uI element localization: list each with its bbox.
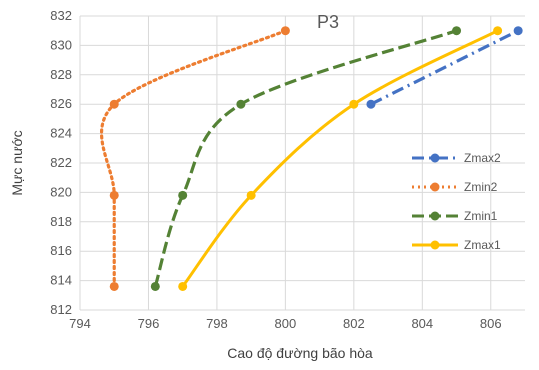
- legend-marker-zmin2: [430, 182, 440, 192]
- x-tick-label: 794: [69, 316, 91, 331]
- data-point-zmax1: [493, 26, 503, 36]
- series-lines: [100, 29, 519, 289]
- y-axis-title: Mực nước: [9, 130, 25, 195]
- legend-marker-zmax2: [430, 153, 440, 163]
- y-tick-label: 820: [50, 184, 72, 199]
- data-point-zmin1: [236, 99, 246, 109]
- y-tick-label: 814: [50, 273, 72, 288]
- y-tick-label: 826: [50, 96, 72, 111]
- data-point-zmin1: [178, 190, 188, 200]
- series-line-zmax1: [181, 29, 499, 288]
- x-tick-label: 806: [480, 316, 502, 331]
- x-tick-label: 800: [275, 316, 297, 331]
- series-markers: [109, 26, 523, 291]
- data-point-zmax1: [246, 190, 256, 200]
- legend-label-zmax1: Zmax1: [464, 238, 501, 252]
- data-point-zmin2: [109, 190, 119, 200]
- y-tick-label: 822: [50, 155, 72, 170]
- y-tick-label: 812: [50, 302, 72, 317]
- data-point-zmin1: [452, 26, 462, 36]
- y-tick-label: 832: [50, 8, 72, 23]
- series-line-zmax2: [370, 29, 519, 106]
- x-tick-label: 802: [343, 316, 365, 331]
- data-point-zmin1: [150, 281, 160, 291]
- y-tick-label: 818: [50, 214, 72, 229]
- tick-labels: 812 814 816 818 820 822 824 826 828 830 832 794 796 7…: [50, 8, 501, 331]
- data-point-zmax1: [178, 281, 188, 291]
- data-point-zmax2: [366, 99, 376, 109]
- data-point-zmax1: [349, 99, 359, 109]
- series-line-zmin2: [100, 29, 287, 289]
- chart-title: P3: [317, 12, 339, 32]
- data-point-zmax2: [513, 26, 523, 36]
- legend-label-zmin2: Zmin2: [464, 180, 498, 194]
- y-tick-label: 816: [50, 243, 72, 258]
- legend-marker-zmax1: [430, 240, 440, 250]
- data-point-zmin2: [109, 281, 119, 291]
- legend: Zmax2 Zmin2 Zmin1 Zmax1: [412, 151, 501, 252]
- legend-label-zmax2: Zmax2: [464, 151, 501, 165]
- x-tick-label: 804: [411, 316, 433, 331]
- y-tick-label: 830: [50, 37, 72, 52]
- x-axis-title: Cao độ đường bão hòa: [227, 345, 373, 361]
- legend-label-zmin1: Zmin1: [464, 209, 498, 223]
- y-tick-label: 824: [50, 126, 72, 141]
- y-tick-label: 828: [50, 67, 72, 82]
- data-point-zmin2: [280, 26, 290, 36]
- gridlines: [79, 15, 525, 311]
- x-tick-label: 796: [138, 316, 160, 331]
- legend-marker-zmin1: [430, 211, 440, 221]
- series-line-zmin1: [153, 29, 458, 287]
- data-point-zmin2: [109, 99, 119, 109]
- x-tick-label: 798: [206, 316, 228, 331]
